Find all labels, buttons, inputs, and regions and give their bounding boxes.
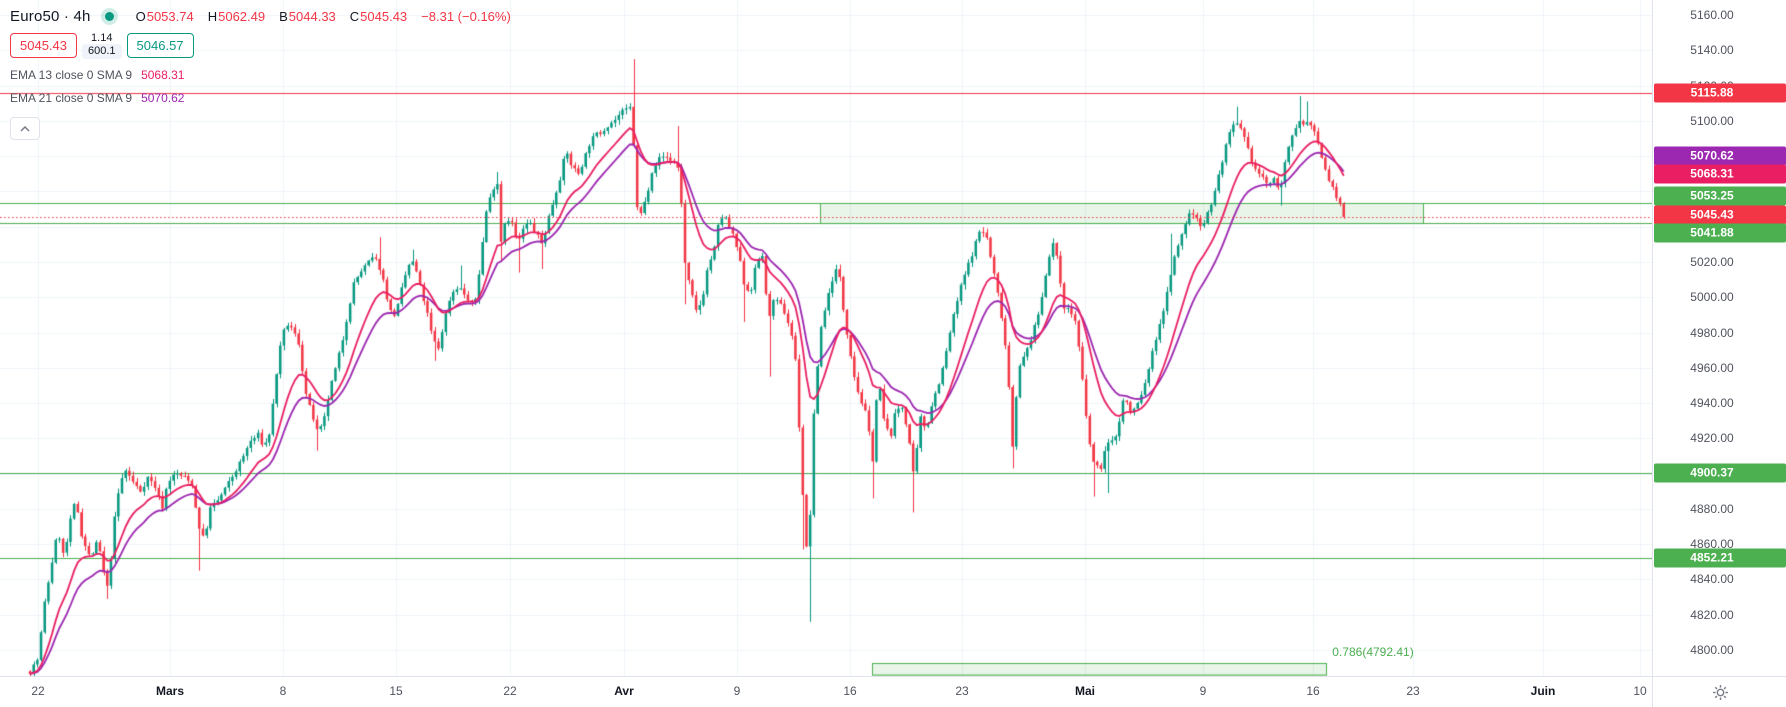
price-tick-label: 4880.00 — [1690, 501, 1734, 516]
time-tick-label: Avr — [614, 684, 634, 698]
price-tag: 4900.37 — [1654, 463, 1786, 483]
sell-button[interactable]: 5045.43 — [10, 33, 77, 58]
symbol-title[interactable]: Euro50 · 4h — [10, 7, 91, 25]
market-status-dot[interactable] — [104, 11, 114, 21]
time-tick-label: 22 — [503, 684, 517, 698]
price-tag: 5115.88 — [1654, 83, 1786, 103]
price-tag: 4852.21 — [1654, 548, 1786, 568]
time-tick-label: 10 — [1633, 684, 1647, 698]
lot-size: 600.1 — [82, 44, 122, 59]
time-tick-label: 8 — [279, 684, 287, 698]
price-tick-label: 5000.00 — [1690, 290, 1734, 305]
time-tick-label: 9 — [733, 684, 741, 698]
candlestick-chart[interactable] — [0, 0, 1652, 676]
chart-legend: Euro50 · 4h O5053.74 H5062.49 B5044.33 C… — [10, 5, 518, 140]
buy-button[interactable]: 5046.57 — [126, 33, 194, 58]
time-tick-label: Mai — [1074, 684, 1096, 698]
time-tick-label: 23 — [1406, 684, 1420, 698]
price-tick-label: 4940.00 — [1690, 396, 1734, 411]
change-readout: −8.31 (−0.16%) — [421, 8, 511, 24]
time-tick-label: 16 — [843, 684, 857, 698]
time-tick-label: 9 — [1199, 684, 1207, 698]
fib-level-label: 0.786(4792.41) — [1332, 645, 1414, 659]
ohlc-readout: O5053.74 H5062.49 B5044.33 C5045.43 −8.3… — [135, 8, 511, 24]
price-tick-label: 4800.00 — [1690, 643, 1734, 658]
time-tick-label: 22 — [31, 684, 45, 698]
price-tag: 5053.25 — [1654, 186, 1786, 206]
time-tick-label: Mars — [155, 684, 185, 698]
price-tick-label: 4960.00 — [1690, 360, 1734, 375]
price-tick-label: 4840.00 — [1690, 572, 1734, 587]
spread-readout: 1.14 600.1 — [82, 32, 122, 59]
chevron-up-icon — [20, 125, 30, 132]
time-tick-label: Juin — [1530, 684, 1556, 698]
price-tag: 5041.88 — [1654, 223, 1786, 243]
collapse-legend-button[interactable] — [10, 117, 40, 140]
time-tick-label: 15 — [389, 684, 403, 698]
buy-sell-widget: 5045.43 1.14 600.1 5046.57 — [10, 32, 518, 59]
price-tick-label: 5140.00 — [1690, 43, 1734, 58]
price-tick-label: 5100.00 — [1690, 113, 1734, 128]
axis-corner[interactable] — [1652, 676, 1786, 707]
indicator-row-ema13[interactable]: EMA 13 close 0 SMA 9 5068.31 — [10, 68, 185, 82]
price-tag: 5045.43 — [1654, 205, 1786, 225]
time-tick-label: 23 — [955, 684, 969, 698]
price-tag: 5070.62 — [1654, 146, 1786, 166]
price-tick-label: 5160.00 — [1690, 8, 1734, 22]
price-tick-label: 4820.00 — [1690, 607, 1734, 622]
gear-icon[interactable] — [1712, 684, 1729, 701]
price-tick-label: 4920.00 — [1690, 431, 1734, 446]
price-axis[interactable]: 5160.005140.005120.005100.005020.005000.… — [1652, 0, 1786, 676]
time-axis[interactable]: 22 Mars 8 15 22 Avr 9 16 23 Mai 9 16 23 Juin 10 — [0, 676, 1652, 707]
price-tick-label: 4980.00 — [1690, 325, 1734, 340]
price-tick-label: 4860.00 — [1690, 537, 1734, 552]
price-tick-label: 5020.00 — [1690, 254, 1734, 269]
time-tick-label: 16 — [1306, 684, 1320, 698]
indicator-row-ema21[interactable]: EMA 21 close 0 SMA 9 5070.62 — [10, 91, 185, 105]
price-tag: 5068.31 — [1654, 164, 1786, 184]
